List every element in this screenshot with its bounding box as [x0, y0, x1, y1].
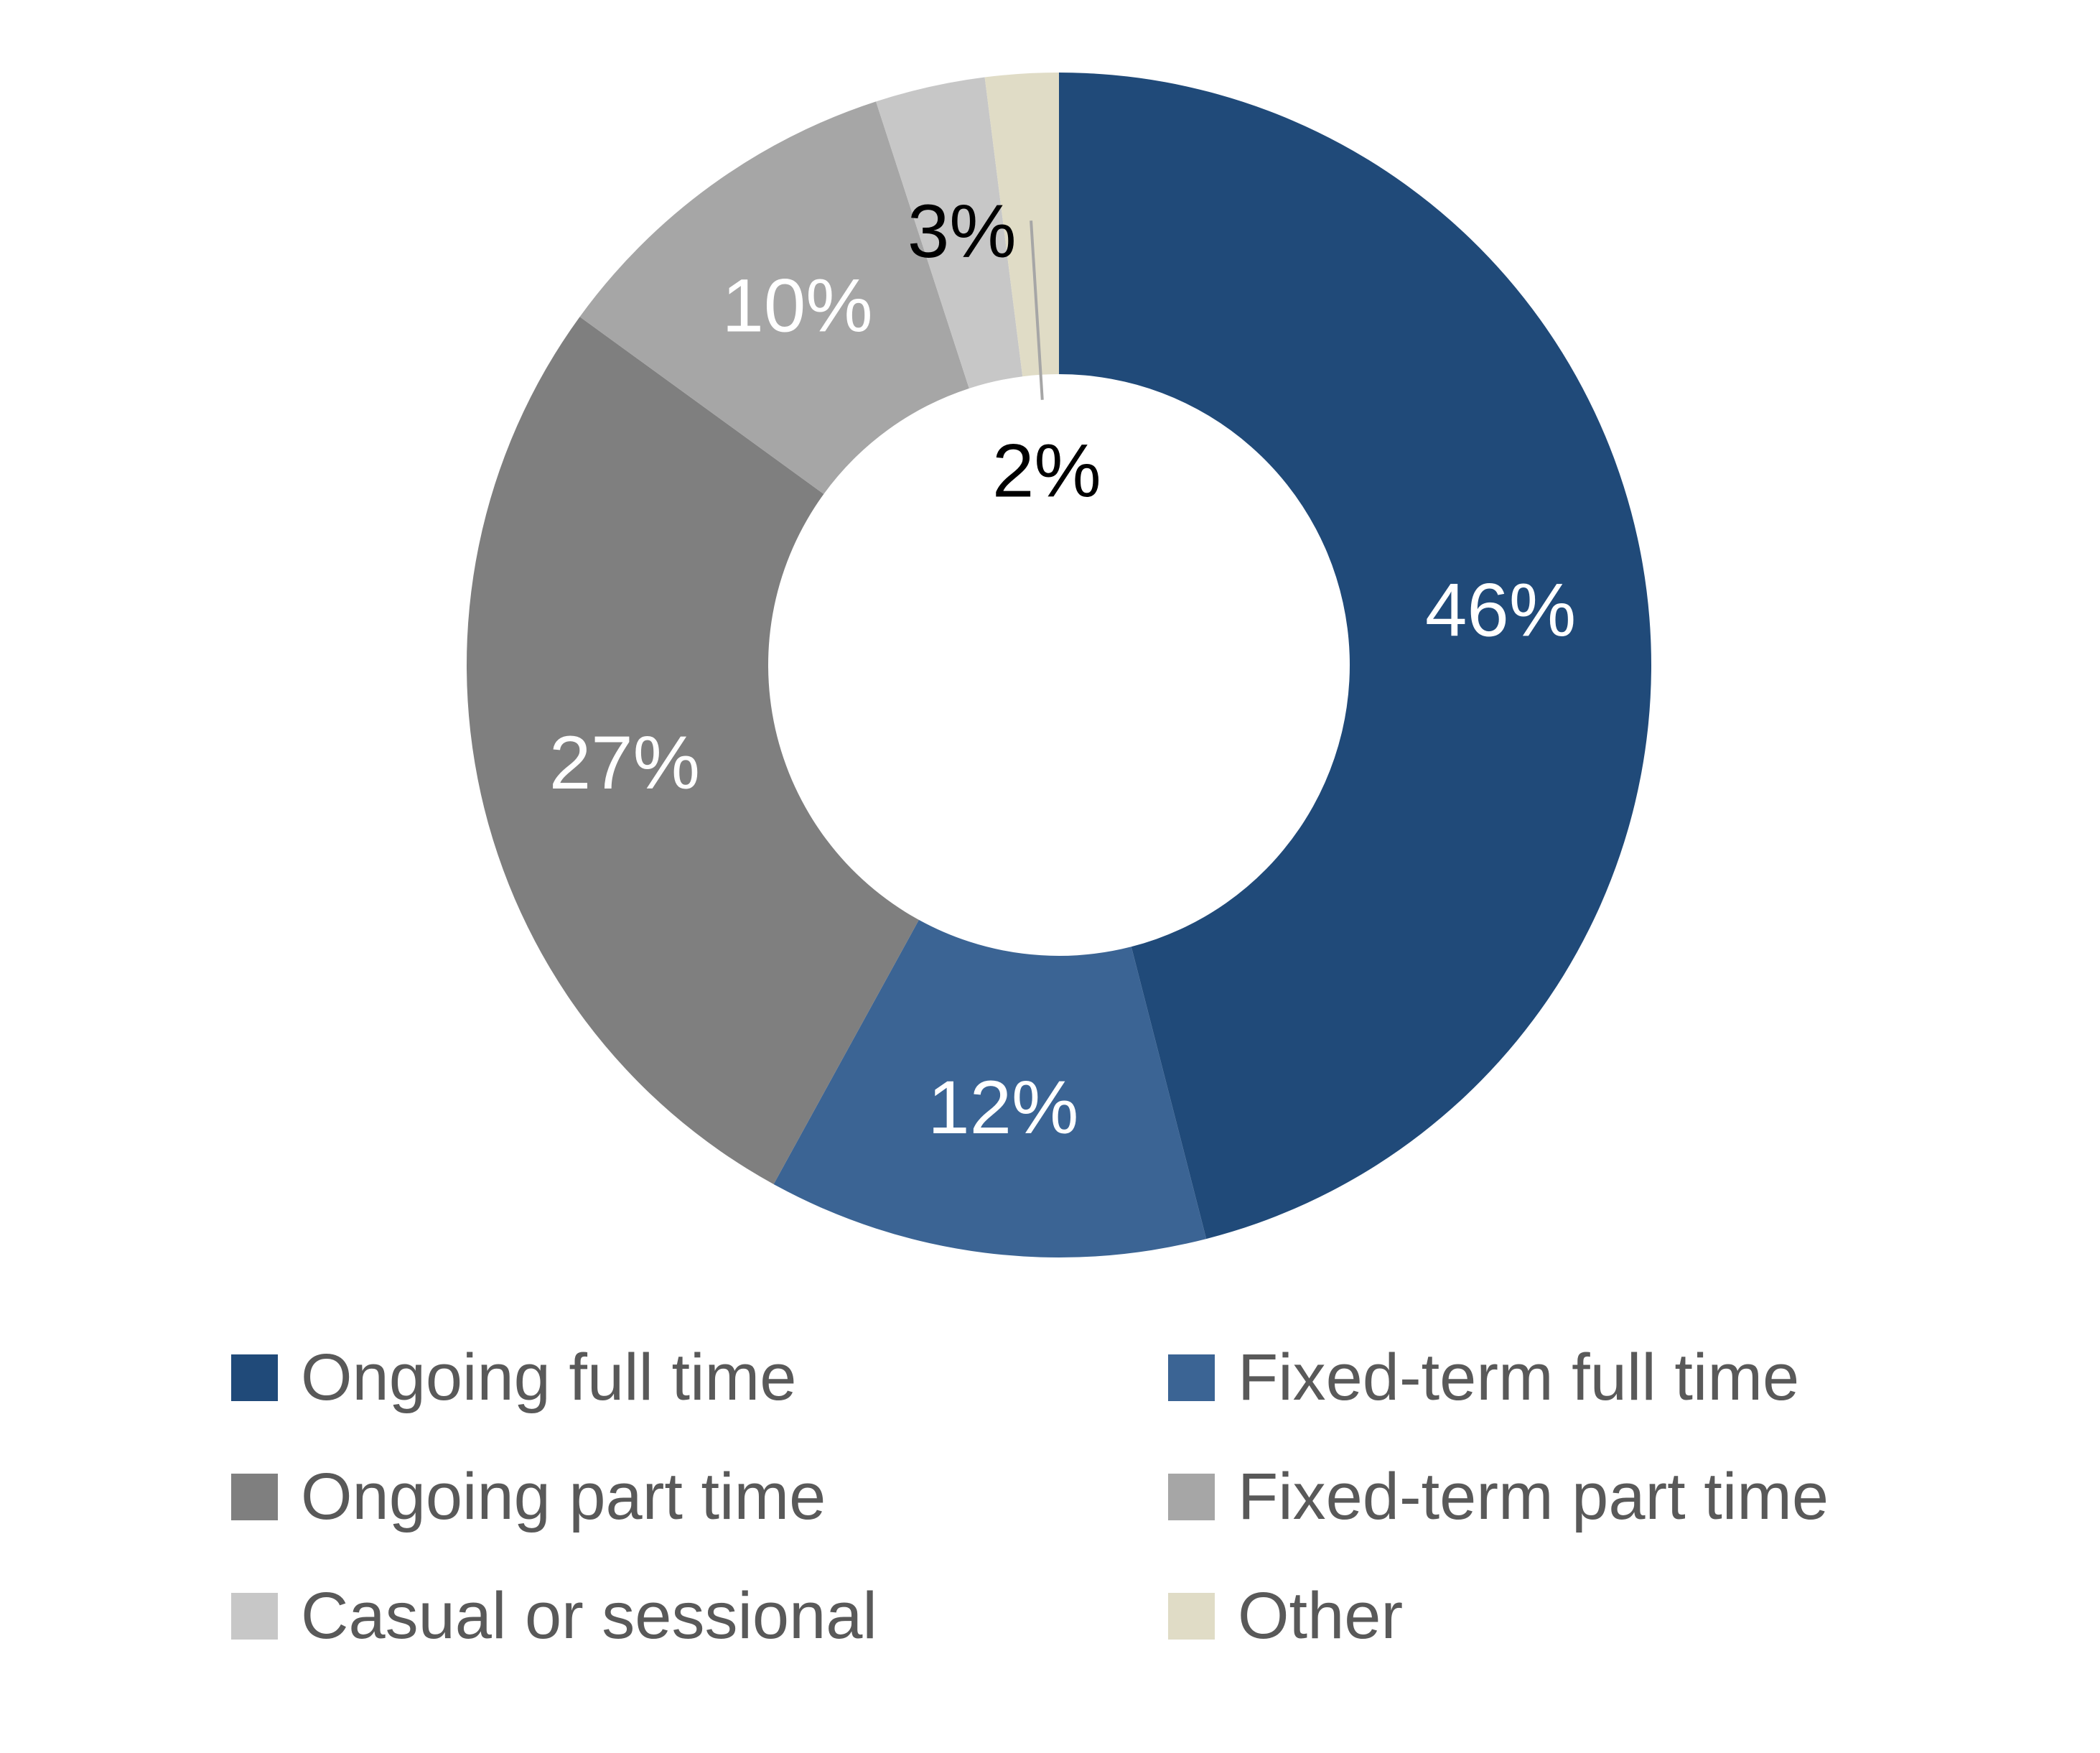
legend-label-ongoing-full-time: Ongoing full time — [301, 1341, 797, 1414]
legend-label-other: Other — [1238, 1579, 1404, 1652]
legend-label-ongoing-part-time: Ongoing part time — [301, 1460, 826, 1533]
slice-ongoing-part-time — [466, 317, 919, 1184]
legend-swatch-fixed-term-full-time — [1168, 1354, 1215, 1401]
slice-value-label-other: 2% — [992, 429, 1101, 513]
legend-swatch-ongoing-full-time — [231, 1354, 278, 1401]
legend-swatch-casual-or-sessional — [231, 1592, 278, 1640]
slice-casual-or-sessional — [876, 77, 1023, 389]
slice-other — [984, 73, 1059, 377]
legend-swatch-other — [1168, 1592, 1215, 1640]
legend-label-fixed-term-full-time: Fixed-term full time — [1238, 1341, 1800, 1414]
slice-value-label-ongoing-full-time: 46% — [1425, 568, 1576, 652]
slice-value-label-ongoing-part-time: 27% — [549, 721, 700, 805]
legend-item-ongoing-full-time: Ongoing full time — [231, 1338, 796, 1417]
slice-ongoing-full-time — [1059, 73, 1652, 1240]
slice-fixed-term-part-time — [579, 101, 969, 494]
slice-fixed-term-full-time — [773, 919, 1207, 1257]
legend-label-casual-or-sessional: Casual or sessional — [301, 1579, 877, 1652]
legend-item-casual-or-sessional: Casual or sessional — [231, 1576, 877, 1655]
slice-value-label-fixed-term-part-time: 10% — [722, 264, 872, 348]
slice-value-label-fixed-term-full-time: 12% — [928, 1066, 1078, 1150]
legend-item-other: Other — [1168, 1576, 1403, 1655]
leader-line-other — [1030, 220, 1044, 400]
legend-swatch-fixed-term-part-time — [1168, 1473, 1215, 1520]
legend-item-fixed-term-full-time: Fixed-term full time — [1168, 1338, 1799, 1417]
legend-item-ongoing-part-time: Ongoing part time — [231, 1457, 826, 1536]
legend-label-fixed-term-part-time: Fixed-term part time — [1238, 1460, 1829, 1533]
slice-value-label-casual-or-sessional: 3% — [907, 190, 1017, 274]
legend-item-fixed-term-part-time: Fixed-term part time — [1168, 1457, 1829, 1536]
legend-swatch-ongoing-part-time — [231, 1473, 278, 1520]
